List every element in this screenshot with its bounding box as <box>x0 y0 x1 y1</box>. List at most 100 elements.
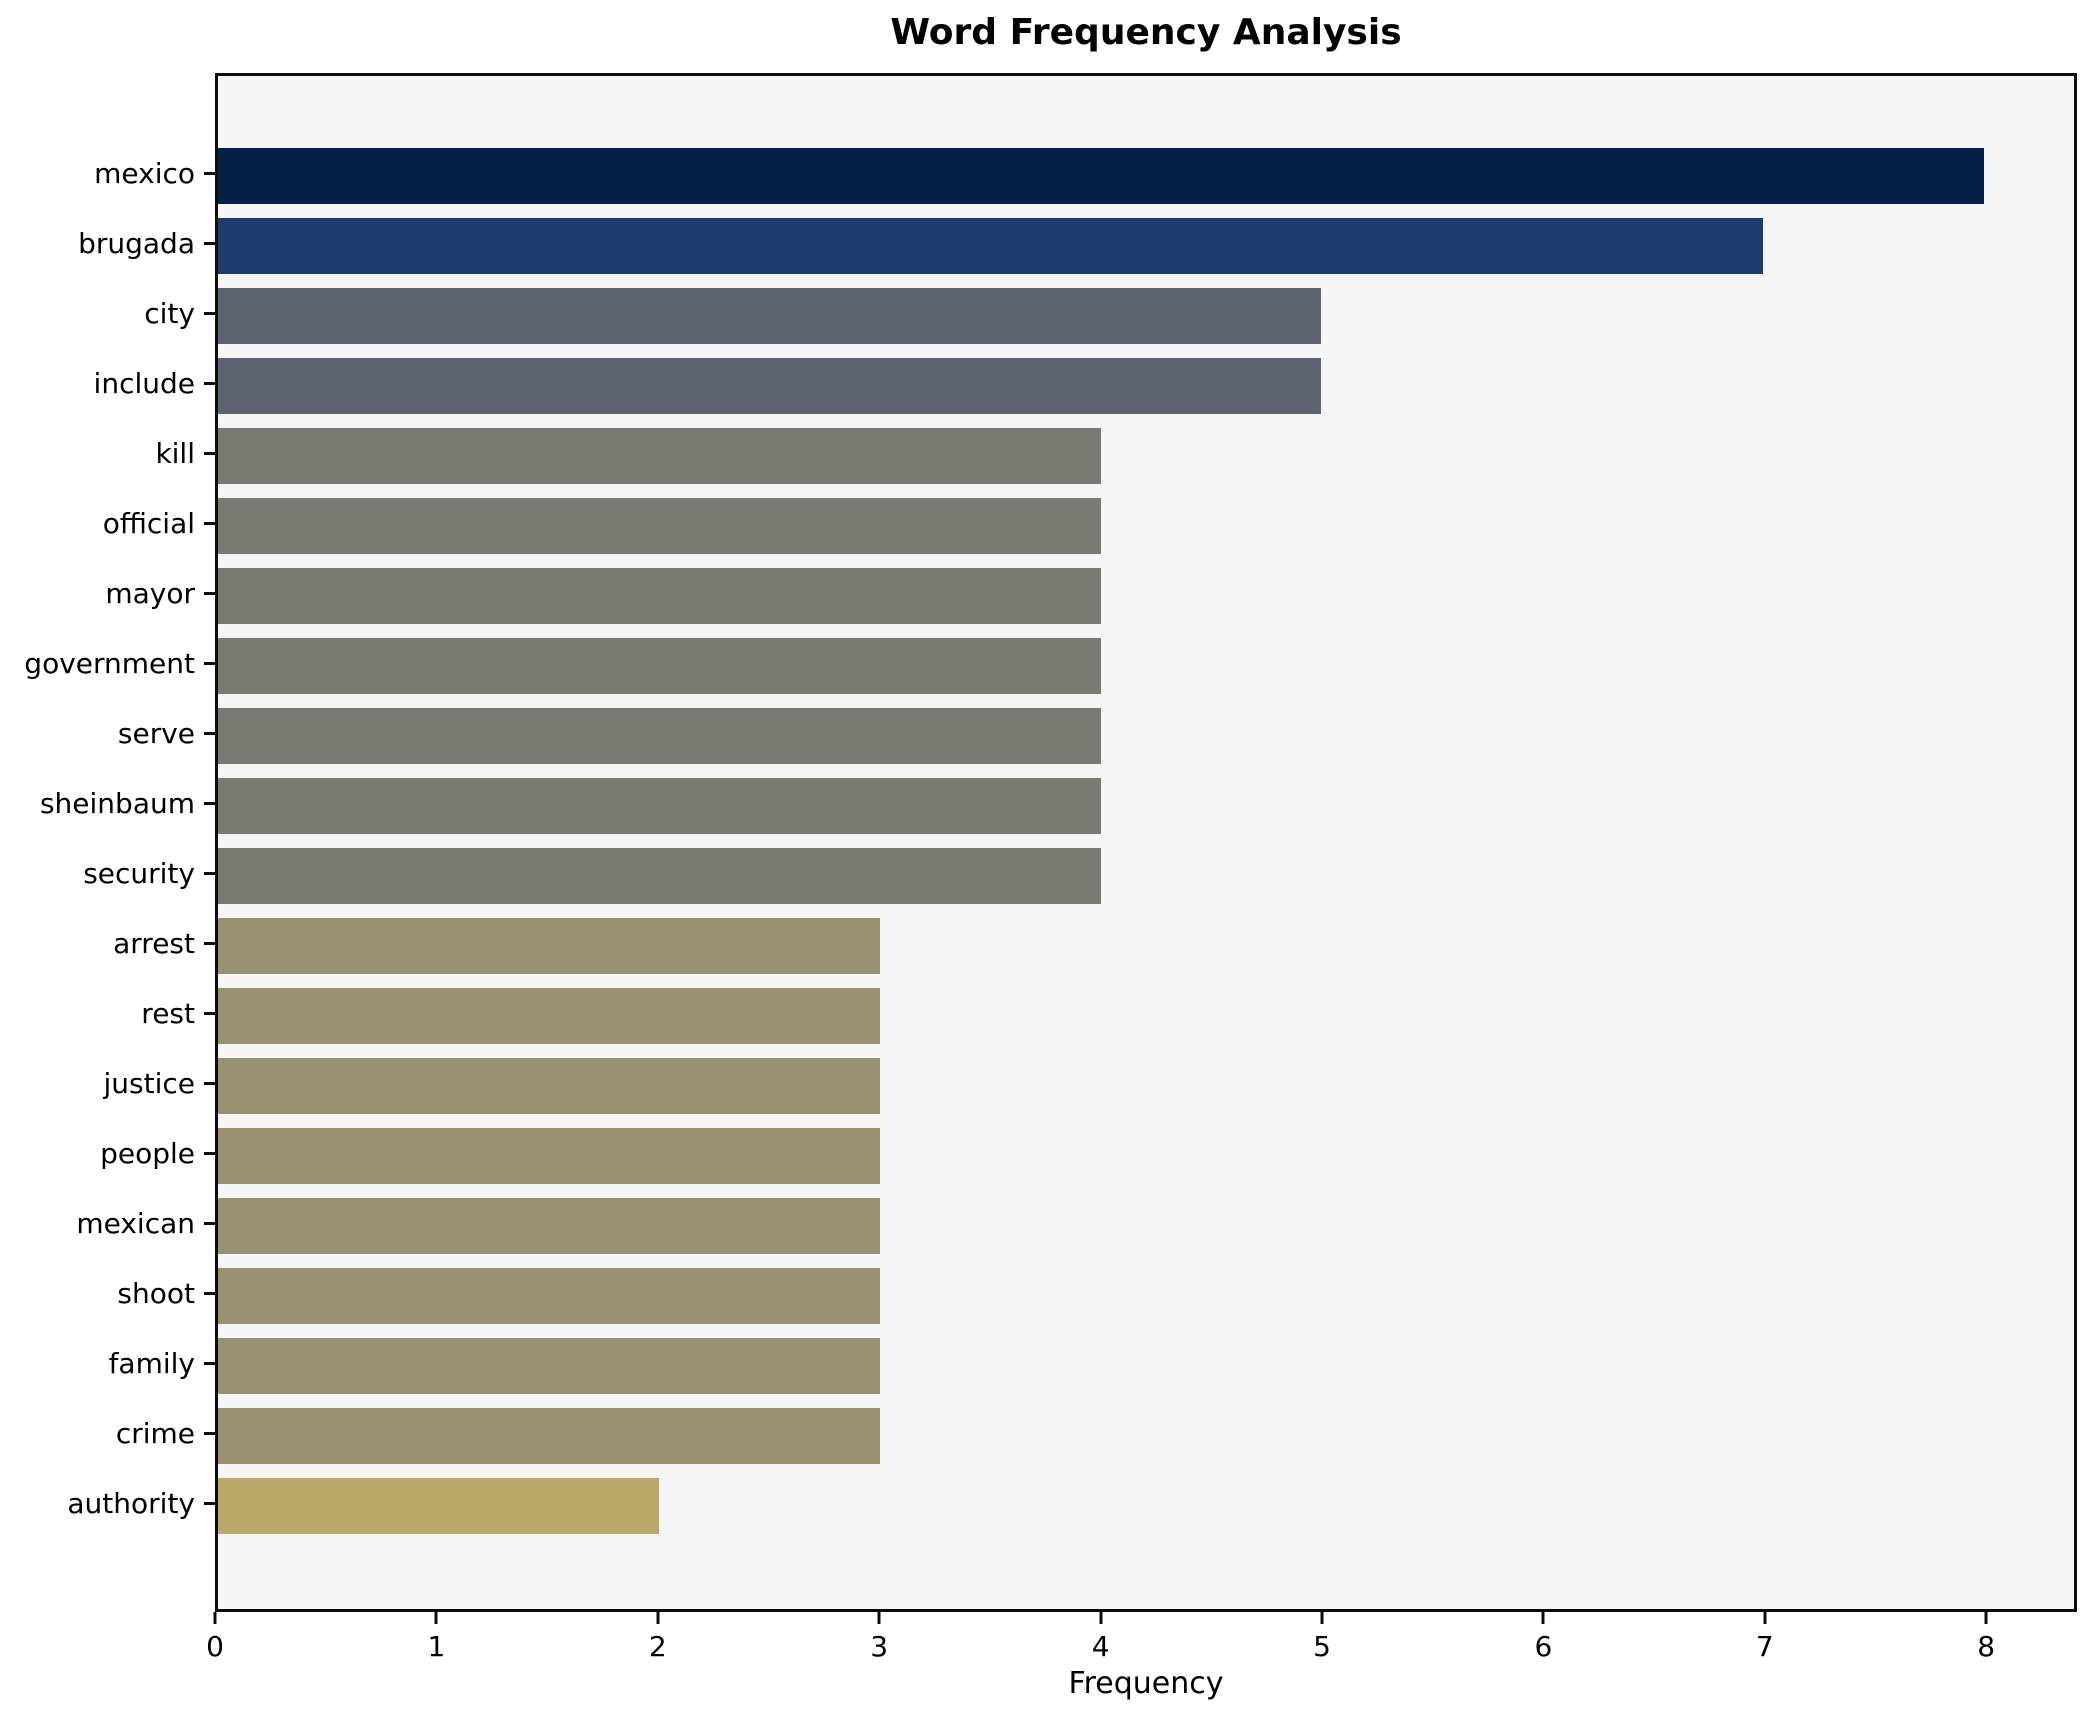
bar-mexican <box>218 1198 881 1254</box>
bar-mexico <box>218 148 1984 204</box>
y-tick-row: sheinbaum <box>0 768 215 838</box>
y-tick-mark <box>204 731 215 735</box>
y-tick-label: mexican <box>76 1206 195 1240</box>
bar-official <box>218 498 1101 554</box>
y-tick-label: kill <box>155 436 195 470</box>
y-tick-row: authority <box>0 1468 215 1538</box>
bar-row <box>218 911 2074 981</box>
y-tick-mark <box>204 1361 215 1365</box>
x-tick-label: 5 <box>1313 1630 1331 1663</box>
y-tick-row: rest <box>0 978 215 1048</box>
y-tick-row: official <box>0 488 215 558</box>
y-tick-mark <box>204 1501 215 1505</box>
bar-shoot <box>218 1268 881 1324</box>
y-tick-row: security <box>0 838 215 908</box>
y-tick-mark <box>204 871 215 875</box>
y-tick-mark <box>204 591 215 595</box>
bars-container <box>218 141 2074 1541</box>
bar-row <box>218 1331 2074 1401</box>
bar-row <box>218 841 2074 911</box>
y-tick-mark <box>204 1081 215 1085</box>
bar-kill <box>218 428 1101 484</box>
bar-brugada <box>218 218 1763 274</box>
y-tick-row: family <box>0 1328 215 1398</box>
x-tick-mark <box>1541 1612 1545 1624</box>
bar-authority <box>218 1478 660 1534</box>
y-tick-label: include <box>93 366 195 400</box>
y-tick-label: mayor <box>105 576 195 610</box>
y-tick-mark <box>204 941 215 945</box>
y-tick-row: mexican <box>0 1188 215 1258</box>
x-tick-mark <box>1763 1612 1767 1624</box>
y-tick-label: crime <box>115 1416 195 1450</box>
chart-title: Word Frequency Analysis <box>890 12 1402 53</box>
y-tick-label: sheinbaum <box>39 786 195 820</box>
y-tick-label: authority <box>67 1486 195 1520</box>
bar-city <box>218 288 1322 344</box>
y-tick-mark <box>204 1151 215 1155</box>
y-tick-row: include <box>0 348 215 418</box>
x-tick-label: 4 <box>1091 1630 1110 1663</box>
bar-row <box>218 701 2074 771</box>
y-tick-label: justice <box>103 1066 196 1100</box>
bar-row <box>218 1401 2074 1471</box>
bar-security <box>218 848 1101 904</box>
y-tick-label: shoot <box>117 1276 195 1310</box>
y-tick-row: serve <box>0 698 215 768</box>
y-tick-row: mexico <box>0 138 215 208</box>
x-axis-label: Frequency <box>1068 1666 1224 1701</box>
y-tick-mark <box>204 1221 215 1225</box>
bar-sheinbaum <box>218 778 1101 834</box>
x-tick-mark <box>1984 1612 1988 1624</box>
y-tick-mark <box>204 1431 215 1435</box>
bar-row <box>218 1471 2074 1541</box>
x-tick-mark <box>434 1612 438 1624</box>
x-tick-mark <box>1099 1612 1103 1624</box>
y-tick-label: arrest <box>113 926 195 960</box>
x-tick-label: 7 <box>1755 1630 1774 1663</box>
y-tick-mark <box>204 241 215 245</box>
bar-row <box>218 491 2074 561</box>
y-tick-mark <box>204 1291 215 1295</box>
y-tick-mark <box>204 661 215 665</box>
x-tick-label: 2 <box>648 1630 667 1663</box>
y-tick-row: city <box>0 278 215 348</box>
bar-row <box>218 981 2074 1051</box>
bar-row <box>218 561 2074 631</box>
bar-government <box>218 638 1101 694</box>
bar-crime <box>218 1408 881 1464</box>
bar-row <box>218 1261 2074 1331</box>
bar-row <box>218 1051 2074 1121</box>
bar-rest <box>218 988 881 1044</box>
bar-justice <box>218 1058 881 1114</box>
x-tick-label: 8 <box>1977 1630 1996 1663</box>
bar-arrest <box>218 918 881 974</box>
x-axis: 0 1 2 3 4 5 6 7 8 <box>206 1612 2077 1672</box>
y-tick-label: city <box>144 296 195 330</box>
bar-mayor <box>218 568 1101 624</box>
y-tick-row: kill <box>0 418 215 488</box>
y-tick-label: family <box>108 1346 195 1380</box>
y-axis: mexico brugada city include kill official mayo… <box>0 138 215 1538</box>
y-tick-label: official <box>102 506 195 540</box>
y-tick-label: rest <box>141 996 195 1030</box>
x-tick-mark <box>877 1612 881 1624</box>
y-tick-label: government <box>24 646 195 680</box>
y-tick-label: security <box>83 856 195 890</box>
x-tick-mark <box>1320 1612 1324 1624</box>
plot-area <box>215 73 2077 1612</box>
x-tick-label: 3 <box>870 1630 889 1663</box>
y-tick-mark <box>204 521 215 525</box>
y-tick-mark <box>204 451 215 455</box>
x-tick-label: 1 <box>427 1630 446 1663</box>
bar-row <box>218 1121 2074 1191</box>
bar-family <box>218 1338 881 1394</box>
y-tick-mark <box>204 801 215 805</box>
y-tick-label: mexico <box>94 156 195 190</box>
y-tick-label: people <box>100 1136 195 1170</box>
y-tick-mark <box>204 1011 215 1015</box>
y-tick-mark <box>204 311 215 315</box>
bar-row <box>218 141 2074 211</box>
bar-serve <box>218 708 1101 764</box>
